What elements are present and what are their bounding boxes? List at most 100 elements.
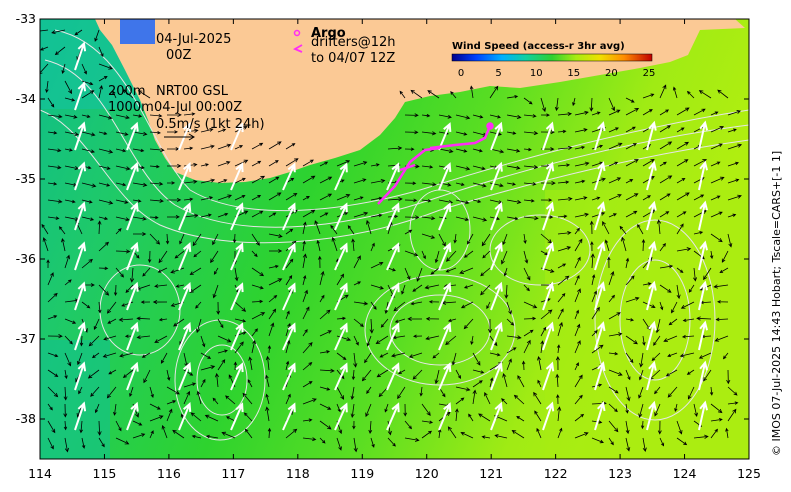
current-arrow (472, 182, 487, 188)
current-arrow (132, 131, 148, 136)
current-arrow (427, 90, 440, 99)
x-tick-label: 121 (479, 466, 503, 481)
wind-arrow (230, 162, 244, 191)
wind-arrow (334, 242, 348, 271)
current-arrow (523, 329, 534, 337)
wind-arrow (438, 282, 452, 311)
current-arrow (676, 247, 692, 252)
current-arrow (489, 335, 498, 347)
current-arrow (574, 227, 580, 235)
current-arrow (523, 267, 531, 281)
current-arrow (489, 182, 504, 188)
current-arrow (251, 160, 262, 167)
current-arrow (421, 403, 431, 417)
current-arrow (540, 130, 555, 135)
current-arrow (710, 428, 718, 439)
wind-arrow (490, 361, 503, 391)
current-arrow (244, 428, 253, 439)
wind-arrow (126, 201, 139, 231)
current-arrow (81, 114, 91, 118)
product-label: NRT00 GSL (156, 84, 229, 99)
current-arrow (97, 220, 102, 235)
current-arrow (365, 219, 372, 235)
current-arrow (212, 284, 219, 299)
wind-arrow (490, 201, 503, 231)
current-arrow (625, 193, 639, 201)
current-arrow (98, 182, 111, 187)
current-arrow (251, 175, 266, 184)
current-arrow (234, 145, 244, 150)
current-arrow (557, 308, 564, 320)
wind-arrow (646, 240, 657, 271)
current-arrow (143, 369, 151, 384)
current-arrow (642, 335, 646, 346)
current-arrow (425, 316, 440, 321)
current-arrow (98, 199, 114, 205)
current-arrow (421, 199, 432, 203)
current-arrow (98, 284, 110, 296)
current-arrow (61, 238, 66, 252)
current-arrow (319, 176, 333, 184)
current-arrow (506, 318, 515, 326)
scale-arrow (164, 133, 195, 141)
current-arrow (285, 339, 291, 354)
current-arrow (54, 46, 66, 56)
current-arrow (517, 375, 525, 388)
y-tick-label: -36 (16, 251, 36, 266)
current-arrow (472, 352, 481, 366)
current-arrow (47, 334, 63, 339)
current-arrow (64, 114, 78, 119)
current-arrow (118, 317, 134, 322)
current-arrow (268, 160, 279, 167)
scale-vector-label: 0.5m/s (1kt 24h) (156, 117, 265, 132)
current-arrow (192, 233, 202, 247)
current-arrow (450, 91, 457, 99)
current-arrow (64, 352, 72, 367)
current-arrow (200, 335, 206, 348)
current-arrow (523, 97, 533, 105)
colorbar-tick-label: 20 (605, 68, 618, 79)
current-arrow (81, 258, 93, 269)
current-arrow (445, 335, 457, 346)
current-arrow (251, 195, 262, 201)
current-arrow (268, 308, 277, 320)
wind-arrow (334, 322, 348, 351)
wind-arrow (490, 121, 503, 151)
current-arrow (608, 213, 617, 218)
current-arrow (506, 95, 519, 99)
wind-arrow (282, 242, 296, 271)
current-arrow (642, 195, 651, 201)
current-arrow (217, 161, 231, 167)
current-arrow (119, 352, 134, 358)
current-arrow (319, 350, 331, 354)
x-tick-label: 122 (544, 466, 568, 481)
current-arrow (727, 386, 738, 396)
current-arrow (727, 401, 739, 405)
x-tick-label: 117 (221, 466, 245, 481)
current-arrow (142, 267, 151, 277)
current-arrow (331, 236, 338, 252)
wind-arrow (386, 362, 400, 391)
current-arrow (574, 256, 581, 269)
date-label: 04-Jul-2025 (156, 32, 231, 47)
current-arrow (481, 233, 491, 247)
current-arrow (115, 267, 125, 278)
current-arrow (106, 386, 117, 399)
current-arrow (574, 161, 590, 167)
current-arrow (659, 211, 670, 218)
wind-arrow (490, 241, 503, 271)
current-arrow (608, 194, 622, 201)
y-tick-label: -34 (16, 91, 36, 106)
current-arrow (285, 143, 296, 150)
current-arrow (79, 335, 84, 347)
current-arrow (591, 274, 596, 286)
current-arrow (608, 161, 619, 167)
current-arrow (472, 369, 485, 374)
drifter-legend-icon (292, 44, 303, 53)
current-arrow (78, 386, 83, 395)
current-arrow (268, 176, 280, 184)
current-arrow (376, 369, 389, 378)
current-arrow (370, 178, 386, 184)
current-arrow (132, 199, 142, 203)
current-arrow (302, 306, 310, 320)
